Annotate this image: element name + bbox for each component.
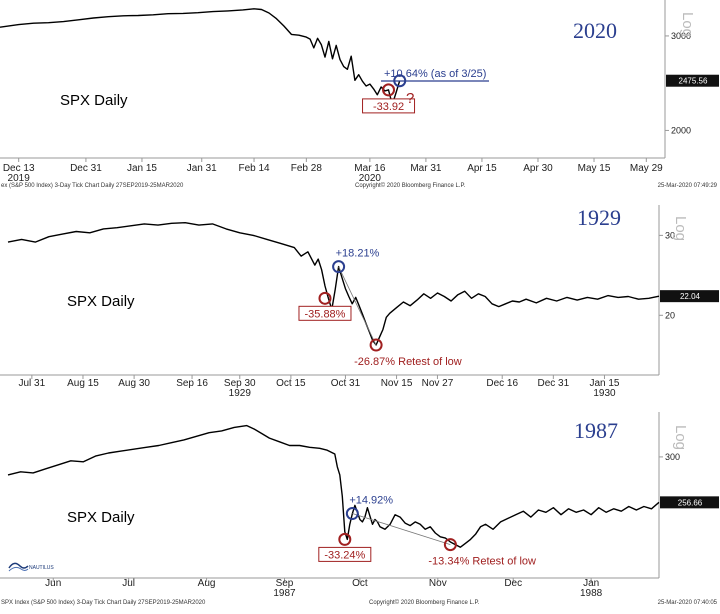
x-tick-label: Feb 14 bbox=[238, 163, 270, 174]
x-tick-sublabel: 1987 bbox=[273, 588, 296, 599]
chart-title: 1929 bbox=[577, 205, 621, 230]
logo-text: NAUTILUS bbox=[29, 565, 54, 571]
y-tick-label: 2000 bbox=[671, 125, 691, 135]
x-tick-label: Jan 15 bbox=[589, 378, 619, 389]
x-tick-label: Aug 30 bbox=[118, 378, 150, 389]
last-value-tag bbox=[666, 74, 719, 87]
retest-marker bbox=[443, 538, 457, 552]
nautilus-logo: NAUTILUS bbox=[8, 562, 54, 572]
x-tick-label: Dec 31 bbox=[537, 378, 569, 389]
retest-marker bbox=[369, 338, 383, 352]
chart-title: 2020 bbox=[573, 18, 617, 43]
x-tick-label: Apr 30 bbox=[523, 163, 553, 174]
x-tick-label: Sep bbox=[276, 578, 294, 589]
x-tick-label: Aug bbox=[198, 578, 216, 589]
footer-center: Copyright© 2020 Bloomberg Finance L.P. bbox=[369, 599, 480, 606]
low-marker bbox=[318, 291, 332, 305]
x-tick-label: Oct 15 bbox=[276, 378, 306, 389]
x-tick-sublabel: 1988 bbox=[580, 588, 603, 599]
x-tick-sublabel: 2019 bbox=[8, 173, 31, 184]
y-tick-label: 3000 bbox=[671, 31, 691, 41]
x-tick-label: May 29 bbox=[630, 163, 663, 174]
x-tick-sublabel: 1929 bbox=[229, 388, 252, 399]
drawdown-label: -33.24% bbox=[324, 549, 365, 561]
x-tick-label: Sep 16 bbox=[176, 378, 208, 389]
series-label: SPX Daily bbox=[67, 293, 135, 310]
series-label: SPX Daily bbox=[67, 509, 135, 526]
x-tick-label: Aug 15 bbox=[67, 378, 99, 389]
retest-trendline bbox=[338, 266, 377, 346]
bounce-label: +18.21% bbox=[336, 248, 380, 260]
scale-label: Log bbox=[672, 216, 689, 241]
x-tick-label: Dec 31 bbox=[70, 163, 102, 174]
x-tick-label: Dec 16 bbox=[486, 378, 518, 389]
x-tick-label: Nov 15 bbox=[381, 378, 413, 389]
last-value-label: 2475.56 bbox=[679, 77, 708, 86]
drawdown-label: -35.88% bbox=[304, 308, 345, 320]
x-tick-label: Oct 31 bbox=[331, 378, 361, 389]
low-marker bbox=[382, 83, 396, 97]
retest-trendline bbox=[352, 513, 451, 545]
x-tick-label: Nov 27 bbox=[422, 378, 454, 389]
bounce-label: +10.64% (as of 3/25) bbox=[384, 68, 486, 80]
last-value-label: 256.66 bbox=[678, 498, 703, 507]
x-tick-label: Apr 15 bbox=[467, 163, 497, 174]
price-line-1929 bbox=[7, 222, 660, 346]
x-tick-label: Jul 31 bbox=[19, 378, 46, 389]
x-tick-label: Jun bbox=[45, 578, 61, 589]
bounce-label: +14.92% bbox=[349, 495, 393, 507]
footer-left: ex (S&P 500 Index) 3-Day Tick Chart Dail… bbox=[1, 183, 184, 189]
x-tick-label: May 15 bbox=[578, 163, 611, 174]
x-tick-label: Mar 16 bbox=[354, 163, 386, 174]
x-tick-label: Oct bbox=[352, 578, 368, 589]
drawdown-box bbox=[362, 98, 416, 114]
series-label: SPX Daily bbox=[60, 92, 128, 109]
footer-right: 25-Mar-2020 07:40:05 bbox=[658, 600, 718, 606]
x-tick-label: Jan 31 bbox=[187, 163, 217, 174]
scale-label: Log bbox=[679, 12, 696, 37]
y-tick-label: 30 bbox=[665, 230, 675, 240]
bounce-marker bbox=[332, 260, 346, 274]
scale-label: Log bbox=[672, 425, 689, 450]
price-line-2020 bbox=[0, 8, 401, 106]
x-tick-sublabel: 2020 bbox=[359, 173, 382, 184]
footer-left: SPX Index (S&P 500 Index) 3-Day Tick Cha… bbox=[1, 600, 206, 606]
y-tick-label: 20 bbox=[665, 310, 675, 320]
y-tick-label: 300 bbox=[665, 452, 680, 462]
x-tick-label: Jul bbox=[122, 578, 135, 589]
last-value-label: 22.04 bbox=[680, 292, 701, 301]
x-tick-sublabel: 1930 bbox=[593, 388, 616, 399]
chart-title: 1987 bbox=[574, 418, 618, 443]
low-marker bbox=[338, 532, 352, 546]
x-tick-label: Nov bbox=[429, 578, 447, 589]
x-tick-label: Jan 15 bbox=[127, 163, 157, 174]
x-tick-label: Jan bbox=[583, 578, 599, 589]
question-mark: ? bbox=[406, 90, 414, 107]
x-tick-label: Mar 31 bbox=[410, 163, 442, 174]
last-value-tag bbox=[660, 290, 719, 303]
last-value-tag bbox=[660, 496, 719, 509]
footer-center: Copyright© 2020 Bloomberg Finance L.P. bbox=[355, 182, 466, 189]
retest-label: -26.87% Retest of low bbox=[354, 356, 462, 368]
x-tick-label: Dec 13 bbox=[3, 163, 35, 174]
drawdown-box bbox=[318, 546, 372, 562]
x-tick-label: Feb 28 bbox=[291, 163, 323, 174]
retest-label: -13.34% Retest of low bbox=[428, 556, 536, 568]
footer-right: 25-Mar-2020 07:49:29 bbox=[658, 183, 718, 189]
x-tick-label: Dec bbox=[504, 578, 522, 589]
drawdown-box bbox=[298, 305, 352, 321]
bounce-marker bbox=[345, 507, 359, 521]
x-tick-label: Sep 30 bbox=[224, 378, 256, 389]
drawdown-label: -33.92 bbox=[373, 101, 404, 113]
price-line-1987 bbox=[7, 424, 660, 548]
